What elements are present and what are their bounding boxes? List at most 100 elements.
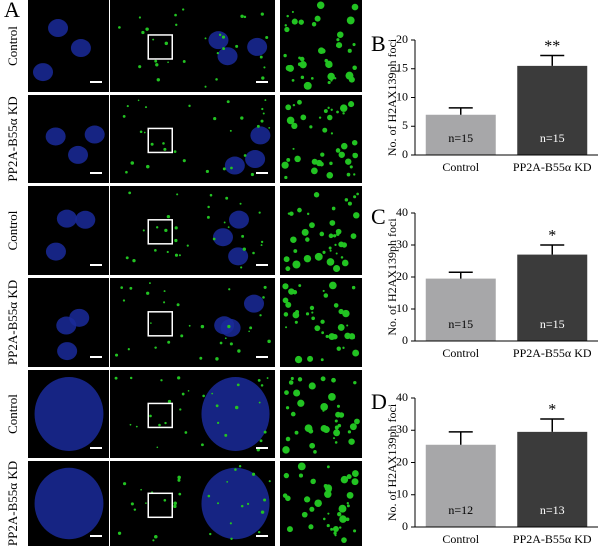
- focus: [327, 114, 333, 121]
- zoom-box: [147, 127, 173, 154]
- x-tick-label: Control: [442, 346, 479, 360]
- focus: [297, 377, 303, 382]
- y-axis-label: No. of H2AX139ph foci: [385, 218, 399, 336]
- focus: [290, 411, 296, 417]
- focus: [163, 147, 167, 151]
- annotation: n=15: [540, 131, 565, 145]
- focus: [335, 148, 341, 153]
- nucleus: [244, 294, 265, 313]
- y-tick-label: 5: [402, 118, 408, 132]
- y-tick-label: 0: [402, 333, 408, 347]
- focus: [267, 339, 271, 344]
- focus: [177, 376, 181, 380]
- focus: [265, 36, 269, 40]
- focus: [353, 529, 357, 533]
- focus: [290, 376, 294, 381]
- focus: [291, 10, 294, 13]
- panel-label: D: [371, 389, 387, 414]
- focus: [152, 539, 155, 542]
- focus: [351, 478, 359, 486]
- y-tick-label: 30: [396, 237, 408, 251]
- focus: [227, 226, 230, 229]
- focus: [336, 44, 339, 47]
- focus: [334, 243, 337, 246]
- focus: [117, 531, 122, 535]
- focus: [281, 161, 289, 169]
- focus: [264, 99, 267, 102]
- nucleus: [75, 210, 96, 229]
- focus: [309, 506, 315, 512]
- focus: [261, 107, 264, 111]
- nucleus: [34, 467, 104, 540]
- focus: [154, 534, 158, 539]
- focus: [262, 296, 265, 299]
- focus: [341, 537, 347, 543]
- micrograph: [110, 278, 195, 367]
- focus: [289, 211, 294, 216]
- focus: [246, 502, 250, 506]
- focus: [351, 470, 359, 477]
- focus: [209, 193, 213, 197]
- focus: [258, 211, 261, 214]
- focus: [291, 78, 295, 82]
- bar: [425, 278, 496, 341]
- micrograph: [280, 186, 362, 275]
- focus: [249, 326, 253, 330]
- focus: [310, 167, 318, 175]
- focus: [240, 116, 244, 120]
- focus: [300, 75, 305, 80]
- focus: [329, 249, 332, 252]
- focus: [230, 166, 233, 170]
- y-axis-label: No. of H2AX139ph foci: [385, 403, 399, 521]
- panel-label: A: [4, 0, 20, 22]
- nucleus: [45, 127, 66, 146]
- focus: [347, 48, 352, 53]
- focus: [285, 436, 291, 442]
- focus: [163, 301, 166, 304]
- focus: [285, 301, 292, 308]
- nucleus: [217, 47, 238, 66]
- focus: [334, 441, 338, 444]
- focus: [260, 384, 264, 387]
- focus: [263, 66, 266, 69]
- row-label: Control: [5, 210, 20, 250]
- focus: [314, 15, 321, 22]
- focus: [286, 116, 295, 125]
- focus: [329, 281, 337, 290]
- focus: [307, 355, 314, 362]
- focus: [186, 244, 189, 247]
- focus: [282, 493, 288, 498]
- focus: [207, 205, 210, 209]
- focus: [314, 252, 323, 261]
- focus: [332, 526, 339, 533]
- focus: [215, 357, 219, 361]
- focus: [352, 349, 360, 357]
- focus: [336, 404, 341, 408]
- zoom-box: [147, 34, 173, 60]
- focus: [230, 537, 233, 541]
- focus: [349, 165, 353, 169]
- focus: [149, 282, 151, 285]
- focus: [342, 309, 350, 318]
- focus: [216, 421, 220, 425]
- focus: [122, 299, 126, 302]
- focus: [184, 431, 188, 434]
- focus: [228, 288, 231, 291]
- focus: [236, 383, 240, 387]
- y-tick-label: 40: [396, 205, 408, 219]
- nucleus: [220, 318, 241, 337]
- focus: [139, 130, 143, 134]
- significance: **: [544, 38, 560, 55]
- focus: [346, 16, 355, 25]
- focus: [328, 246, 332, 250]
- focus: [178, 254, 181, 257]
- focus: [216, 51, 219, 55]
- focus: [126, 105, 129, 108]
- focus: [239, 202, 242, 205]
- focus: [177, 478, 181, 482]
- nucleus: [68, 145, 89, 164]
- focus: [341, 259, 349, 267]
- focus: [209, 532, 212, 536]
- focus: [338, 151, 345, 158]
